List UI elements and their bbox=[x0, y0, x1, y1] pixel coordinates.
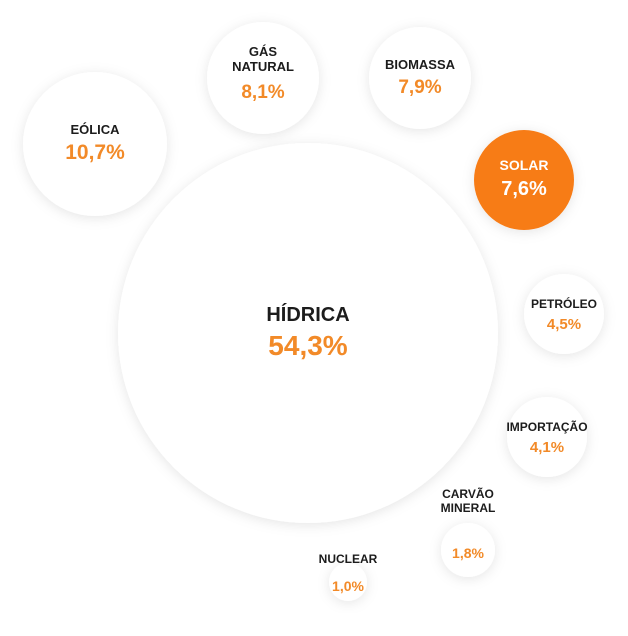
bubble-eolica: EÓLICA 10,7% bbox=[23, 72, 167, 216]
bubble-label-nuclear: NUCLEAR bbox=[319, 552, 378, 566]
bubble-value-hidrica: 54,3% bbox=[268, 330, 347, 361]
bubble-biomassa: BIOMASSA 7,9% bbox=[369, 27, 471, 129]
bubble-label-eolica: EÓLICA bbox=[70, 122, 120, 137]
bubble-value-eolica: 10,7% bbox=[65, 141, 125, 164]
bubble-label-carvao-mineral: CARVÃO MINERAL bbox=[441, 486, 496, 515]
bubble-circle-petroleo bbox=[524, 274, 604, 354]
bubble-value-biomassa: 7,9% bbox=[398, 77, 441, 98]
bubble-label-importacao: IMPORTAÇÃO bbox=[506, 419, 587, 434]
bubble-circle-gas-natural bbox=[207, 22, 319, 134]
bubble-carvao-mineral: CARVÃO MINERAL 1,8% bbox=[441, 486, 496, 577]
bubble-solar: SOLAR 7,6% bbox=[474, 130, 574, 230]
bubble-value-nuclear: 1,0% bbox=[332, 578, 364, 594]
bubble-value-solar: 7,6% bbox=[501, 178, 547, 200]
bubble-label-hidrica: HÍDRICA bbox=[266, 303, 349, 326]
bubble-value-carvao-mineral: 1,8% bbox=[452, 545, 484, 561]
bubble-petroleo: PETRÓLEO 4,5% bbox=[524, 274, 604, 354]
bubble-value-gas-natural: 8,1% bbox=[241, 82, 284, 103]
bubble-circle-importacao bbox=[507, 397, 587, 477]
bubble-label-petroleo: PETRÓLEO bbox=[531, 296, 597, 311]
bubble-nuclear: NUCLEAR 1,0% bbox=[319, 552, 378, 601]
bubble-value-importacao: 4,1% bbox=[530, 439, 564, 456]
bubble-label-solar: SOLAR bbox=[500, 157, 549, 173]
bubble-value-petroleo: 4,5% bbox=[547, 316, 581, 333]
bubble-hidrica: HÍDRICA 54,3% bbox=[118, 143, 498, 523]
bubble-label-biomassa: BIOMASSA bbox=[385, 57, 456, 72]
bubble-importacao: IMPORTAÇÃO 4,1% bbox=[506, 397, 587, 477]
